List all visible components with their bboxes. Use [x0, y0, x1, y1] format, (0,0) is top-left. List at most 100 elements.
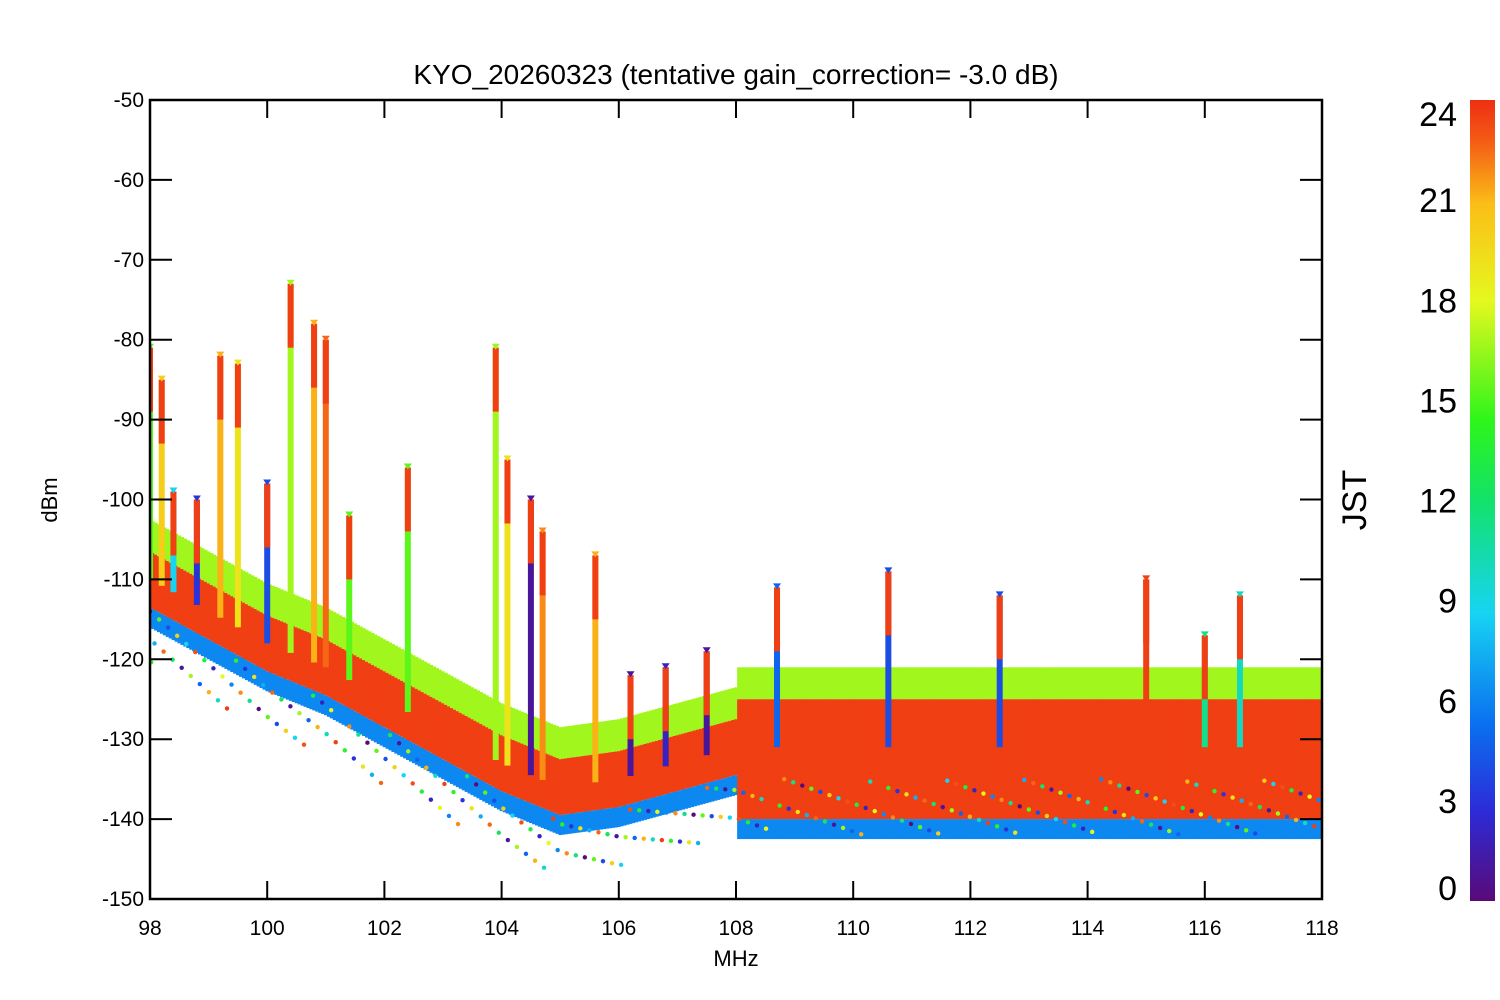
- cloud-band-core: [274, 618, 278, 675]
- cloud-band-upper: [341, 616, 346, 649]
- cloud-band-upper: [921, 667, 926, 700]
- cloud-band-core: [839, 699, 844, 820]
- cloud-band-core: [1141, 699, 1146, 820]
- scatter-point: [618, 862, 624, 868]
- cloud-band-upper: [1314, 667, 1318, 700]
- cloud-band-upper: [1249, 667, 1254, 700]
- cloud-band-core: [1197, 699, 1201, 820]
- cloud-band-core: [511, 739, 516, 796]
- peak-base: [287, 283, 294, 348]
- cloud-band-upper: [400, 648, 404, 681]
- cloud-band-upper: [895, 667, 899, 700]
- cloud-band-lower: [863, 819, 867, 840]
- cloud-band-core: [956, 699, 961, 820]
- cloud-band-lower: [696, 785, 700, 806]
- cloud-band-upper: [722, 690, 727, 723]
- scatter-point: [510, 813, 515, 818]
- colorbar-tick-label: 21: [1419, 182, 1457, 220]
- plot-area: [150, 279, 1322, 870]
- cloud-band-core: [681, 733, 686, 790]
- cloud-band-upper: [1255, 667, 1260, 700]
- cloud-band-upper: [971, 667, 976, 700]
- cloud-band-lower: [200, 636, 205, 657]
- cloud-band-lower: [1305, 819, 1310, 840]
- scatter-point: [872, 808, 877, 814]
- cloud-band-core: [907, 699, 911, 820]
- cloud-band-lower: [555, 813, 560, 834]
- cloud-band-core: [1088, 699, 1093, 820]
- cloud-band-core: [183, 570, 187, 627]
- cloud-band-lower: [649, 798, 653, 819]
- cloud-band-lower: [154, 610, 158, 631]
- colorbar-tick-label: 6: [1438, 683, 1457, 721]
- scatter-point: [940, 804, 945, 810]
- cloud-band-upper: [956, 667, 961, 700]
- cloud-band-lower: [461, 770, 466, 791]
- peak-marker: [157, 375, 166, 382]
- scatter-point: [994, 824, 1000, 829]
- cloud-band-lower: [1246, 819, 1251, 840]
- scatter-point: [1207, 815, 1213, 820]
- cloud-band-lower: [622, 805, 627, 826]
- scatter-point: [700, 813, 705, 818]
- cloud-band-upper: [930, 667, 935, 700]
- x-tick-label: 116: [1188, 917, 1221, 940]
- cloud-band-core: [1100, 699, 1105, 820]
- scatter-point: [1180, 805, 1185, 811]
- cloud-band-core: [578, 756, 583, 813]
- cloud-band-core: [1258, 699, 1263, 820]
- cloud-band-upper: [766, 667, 771, 700]
- cloud-band-core: [974, 699, 979, 820]
- cloud-band-lower: [511, 795, 516, 816]
- cloud-band-lower: [520, 799, 524, 820]
- cloud-band-lower: [912, 819, 917, 840]
- cloud-band-lower: [599, 809, 604, 830]
- cloud-band-core: [605, 752, 609, 809]
- scatter-point: [546, 840, 551, 846]
- cloud-band-lower: [458, 768, 463, 789]
- cloud-band-lower: [628, 803, 633, 824]
- cloud-band-upper: [435, 668, 439, 701]
- cloud-band-lower: [871, 819, 876, 840]
- cloud-band-upper: [1156, 667, 1160, 700]
- cloud-band-lower: [757, 819, 762, 840]
- cloud-band-upper: [449, 676, 454, 709]
- peak-base: [527, 499, 534, 564]
- cloud-band-upper: [827, 667, 832, 700]
- cloud-band-lower: [473, 776, 478, 797]
- cloud-band-core: [690, 731, 694, 788]
- peak-base: [234, 363, 241, 428]
- cloud-band-core: [1255, 699, 1260, 820]
- cloud-band-lower: [280, 677, 284, 698]
- cloud-band-lower: [426, 751, 431, 772]
- scatter-point: [487, 822, 492, 827]
- cloud-band-core: [649, 742, 653, 799]
- cloud-band-core: [713, 724, 718, 781]
- cloud-band-lower: [1068, 819, 1072, 840]
- scatter-point: [464, 774, 470, 779]
- cloud-band-lower: [537, 806, 542, 827]
- scatter-point: [220, 674, 225, 679]
- cloud-band-core: [1293, 699, 1298, 820]
- peak-marker: [995, 591, 1004, 598]
- cloud-band-upper: [974, 667, 979, 700]
- cloud-band-upper: [1150, 667, 1154, 700]
- cloud-band-core: [1003, 699, 1008, 820]
- cloud-band-lower: [1126, 819, 1131, 840]
- cloud-band-core: [986, 699, 990, 820]
- cloud-band-upper: [962, 667, 967, 700]
- cloud-band-core: [883, 699, 888, 820]
- scatter-point: [1266, 808, 1272, 813]
- scatter-point: [854, 802, 859, 807]
- cloud-band-core: [699, 728, 703, 785]
- peak-marker: [773, 583, 782, 590]
- cloud-band-core: [658, 739, 662, 796]
- y-tick-label: -70: [114, 249, 144, 272]
- scatter-point: [981, 791, 986, 796]
- peak-marker: [626, 671, 635, 678]
- scatter-point: [537, 834, 542, 839]
- scatter-point: [1153, 796, 1158, 801]
- scatter-point: [831, 822, 837, 827]
- cloud-band-lower: [807, 819, 812, 840]
- cloud-band-upper: [710, 693, 715, 726]
